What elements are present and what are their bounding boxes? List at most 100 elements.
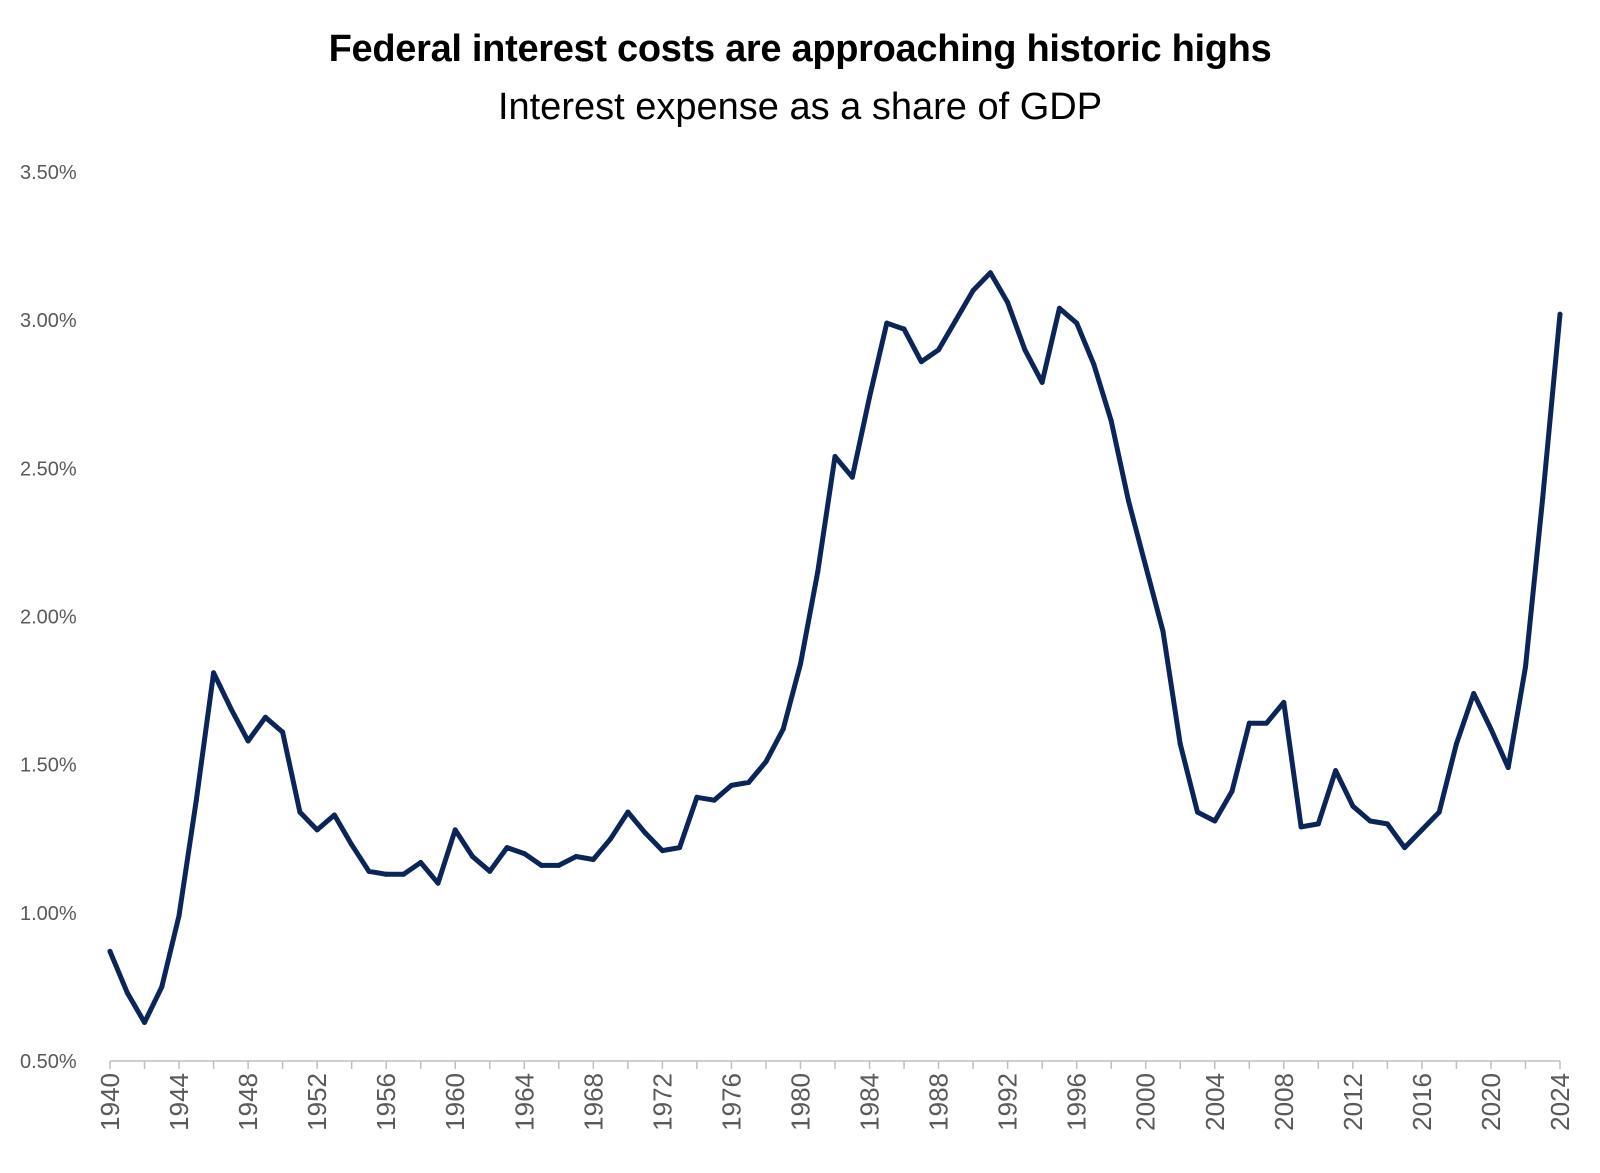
data-point (746, 779, 752, 785)
x-tick-label: 1984 (855, 1073, 885, 1131)
data-point (780, 726, 786, 732)
data-point (124, 990, 130, 996)
data-point (400, 871, 406, 877)
x-tick-label: 2008 (1269, 1073, 1299, 1131)
data-point (176, 913, 182, 919)
x-tick-label: 1976 (716, 1073, 746, 1131)
data-point (349, 842, 355, 848)
data-point (107, 948, 113, 954)
x-tick-label: 1964 (509, 1073, 539, 1131)
x-tick-label: 1992 (993, 1073, 1023, 1131)
data-point (1298, 824, 1304, 830)
data-point (1125, 498, 1131, 504)
data-point (297, 809, 303, 815)
data-point (608, 836, 614, 842)
data-point (262, 714, 268, 720)
data-point (1264, 720, 1270, 726)
x-tick-label: 1948 (233, 1073, 263, 1131)
data-point (1108, 418, 1114, 424)
data-point (728, 782, 734, 788)
y-tick-label: 3.00% (20, 310, 77, 332)
x-tick-label: 1960 (440, 1073, 470, 1131)
data-point (815, 569, 821, 575)
x-axis: 1940 1944 1948 1952 1956 1960 1964 1968 1972 1976… (95, 1060, 1575, 1131)
data-point (867, 394, 873, 400)
data-point (452, 827, 458, 833)
data-point (694, 794, 700, 800)
data-point (1160, 628, 1166, 634)
x-tick-label: 2020 (1476, 1073, 1506, 1131)
data-point (159, 984, 165, 990)
data-point (1350, 803, 1356, 809)
y-tick-label: 1.50% (20, 755, 77, 777)
data-point (366, 868, 372, 874)
data-point (832, 453, 838, 459)
data-point (1367, 818, 1373, 824)
x-tick-label: 1972 (647, 1073, 677, 1131)
data-point (504, 845, 510, 851)
x-tick-label: 1996 (1062, 1073, 1092, 1131)
data-point (987, 270, 993, 276)
x-tick-label: 2012 (1338, 1073, 1368, 1131)
series-line (107, 270, 1563, 1025)
data-point (1402, 845, 1408, 851)
data-point (642, 830, 648, 836)
data-point (1453, 741, 1459, 747)
data-point (1195, 809, 1200, 815)
x-tick-label: 2004 (1200, 1073, 1230, 1131)
data-point (1471, 691, 1477, 697)
data-point (590, 856, 596, 862)
data-point (211, 670, 217, 676)
data-point (1384, 821, 1390, 827)
data-point (970, 288, 976, 294)
data-point (1005, 299, 1011, 305)
data-point (763, 759, 769, 765)
data-point (1246, 720, 1252, 726)
y-tick-label: 0.50% (20, 1051, 77, 1073)
data-point (1315, 821, 1321, 827)
data-point (1522, 664, 1528, 670)
data-point (1143, 563, 1149, 569)
data-point (711, 797, 717, 803)
x-tick-label: 1980 (785, 1073, 815, 1131)
data-point (1212, 818, 1218, 824)
data-point (573, 854, 579, 860)
x-tick-label: 1944 (164, 1073, 194, 1131)
x-tick-label: 1952 (302, 1073, 332, 1131)
series-layer (107, 270, 1563, 1025)
data-point (1091, 362, 1097, 368)
y-tick-label: 1.00% (20, 903, 77, 925)
data-point (1419, 827, 1425, 833)
y-tick-label: 3.50% (20, 162, 77, 184)
chart-subtitle: Interest expense as a share of GDP (497, 86, 1103, 128)
data-point (625, 809, 631, 815)
data-point (1074, 320, 1080, 326)
y-tick-label: 2.00% (20, 607, 77, 629)
data-point (314, 827, 320, 833)
data-point (487, 868, 493, 874)
data-point (1022, 347, 1028, 353)
data-point (1557, 311, 1563, 317)
data-point (1039, 379, 1045, 385)
data-point (193, 797, 199, 803)
data-point (1281, 699, 1287, 705)
x-tick-label: 1988 (924, 1073, 954, 1131)
data-point (539, 862, 545, 868)
data-point (849, 474, 855, 480)
data-point (1436, 809, 1442, 815)
data-point (435, 880, 441, 886)
data-point (1540, 495, 1546, 501)
y-axis-tick-labels: 0.50% 1.00% 1.50% 2.00% 2.50% 3.00% 3.50% (20, 162, 77, 1073)
x-tick-label: 2000 (1131, 1073, 1161, 1131)
data-point (331, 812, 337, 818)
data-point (677, 845, 683, 851)
data-point (418, 859, 424, 865)
data-point (470, 854, 475, 860)
x-tick-label: 2016 (1407, 1073, 1437, 1131)
data-point (953, 317, 959, 323)
data-point (556, 862, 562, 868)
x-tick-label: 1968 (578, 1073, 608, 1131)
x-tick-label: 1956 (371, 1073, 401, 1131)
y-tick-label: 2.50% (20, 458, 77, 480)
